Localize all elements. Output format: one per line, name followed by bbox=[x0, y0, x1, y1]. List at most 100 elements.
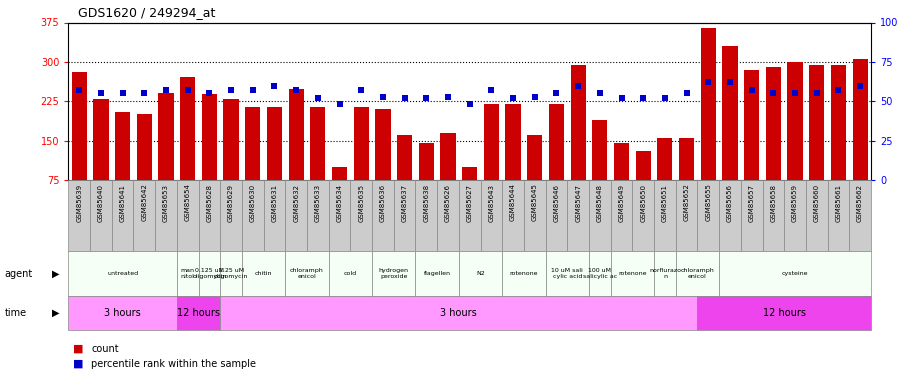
Text: GSM85661: GSM85661 bbox=[834, 184, 841, 222]
Bar bbox=[653, 251, 675, 296]
Bar bbox=[502, 251, 545, 296]
Bar bbox=[523, 180, 545, 251]
Text: GSM85639: GSM85639 bbox=[77, 184, 82, 222]
Text: GSM85630: GSM85630 bbox=[250, 184, 255, 222]
Text: GSM85634: GSM85634 bbox=[336, 184, 343, 222]
Bar bbox=[137, 114, 152, 180]
Bar bbox=[697, 296, 870, 330]
Text: GSM85640: GSM85640 bbox=[97, 184, 104, 222]
Bar bbox=[310, 106, 325, 180]
Bar bbox=[307, 180, 328, 251]
Text: GSM85652: GSM85652 bbox=[683, 184, 689, 221]
Bar bbox=[415, 180, 436, 251]
Bar bbox=[220, 251, 241, 296]
Bar bbox=[480, 180, 502, 251]
Text: 12 hours: 12 hours bbox=[762, 308, 804, 318]
Bar bbox=[483, 104, 498, 180]
Bar bbox=[353, 106, 368, 180]
Bar bbox=[545, 180, 567, 251]
Bar bbox=[657, 138, 671, 180]
Text: GSM85660: GSM85660 bbox=[813, 184, 819, 222]
Bar bbox=[72, 72, 87, 180]
Bar bbox=[328, 251, 372, 296]
Bar bbox=[458, 180, 480, 251]
Bar bbox=[155, 180, 177, 251]
Text: GSM85646: GSM85646 bbox=[553, 184, 558, 222]
Bar bbox=[372, 251, 415, 296]
Text: agent: agent bbox=[5, 269, 33, 279]
Text: chloramph
enicol: chloramph enicol bbox=[680, 268, 713, 279]
Bar bbox=[635, 151, 650, 180]
Text: norflurazo
n: norflurazo n bbox=[649, 268, 681, 279]
Text: GSM85644: GSM85644 bbox=[509, 184, 516, 221]
Bar bbox=[567, 180, 589, 251]
Bar bbox=[159, 93, 173, 180]
Bar bbox=[783, 180, 805, 251]
Bar bbox=[415, 251, 458, 296]
Text: rotenone: rotenone bbox=[618, 271, 646, 276]
Text: GSM85635: GSM85635 bbox=[358, 184, 363, 222]
Bar bbox=[545, 251, 589, 296]
Text: GDS1620 / 249294_at: GDS1620 / 249294_at bbox=[77, 6, 215, 19]
Text: man
nitol: man nitol bbox=[180, 268, 194, 279]
Bar bbox=[848, 180, 870, 251]
Text: GSM85656: GSM85656 bbox=[726, 184, 732, 222]
Bar bbox=[591, 120, 607, 180]
Text: GSM85641: GSM85641 bbox=[119, 184, 126, 222]
Text: GSM85657: GSM85657 bbox=[748, 184, 753, 222]
Bar bbox=[765, 67, 780, 180]
Bar bbox=[527, 135, 542, 180]
Text: GSM85628: GSM85628 bbox=[206, 184, 212, 222]
Text: GSM85650: GSM85650 bbox=[640, 184, 646, 222]
Text: GSM85648: GSM85648 bbox=[596, 184, 602, 222]
Bar bbox=[328, 180, 350, 251]
Bar bbox=[93, 99, 108, 180]
Bar bbox=[610, 180, 631, 251]
Bar bbox=[675, 251, 719, 296]
Bar bbox=[267, 106, 281, 180]
Bar bbox=[548, 104, 563, 180]
Bar bbox=[177, 296, 220, 330]
Text: ■: ■ bbox=[73, 359, 84, 369]
Bar bbox=[458, 251, 502, 296]
Bar bbox=[133, 180, 155, 251]
Text: ■: ■ bbox=[73, 344, 84, 354]
Bar bbox=[808, 64, 824, 180]
Text: GSM85654: GSM85654 bbox=[185, 184, 190, 221]
Bar bbox=[288, 89, 303, 180]
Bar bbox=[372, 180, 394, 251]
Text: GSM85659: GSM85659 bbox=[791, 184, 797, 222]
Bar bbox=[589, 251, 610, 296]
Text: untreated: untreated bbox=[107, 271, 138, 276]
Bar bbox=[177, 180, 199, 251]
Text: chloramph
enicol: chloramph enicol bbox=[290, 268, 323, 279]
Bar bbox=[220, 180, 241, 251]
Text: hydrogen
peroxide: hydrogen peroxide bbox=[378, 268, 408, 279]
Bar bbox=[68, 180, 90, 251]
Bar bbox=[285, 251, 328, 296]
Bar bbox=[805, 180, 826, 251]
Bar bbox=[786, 62, 802, 180]
Text: 10 uM sali
cylic acid: 10 uM sali cylic acid bbox=[551, 268, 582, 279]
Bar bbox=[199, 251, 220, 296]
Text: GSM85649: GSM85649 bbox=[618, 184, 624, 222]
Bar bbox=[263, 180, 285, 251]
Bar bbox=[589, 180, 610, 251]
Bar bbox=[462, 167, 476, 180]
Bar bbox=[722, 46, 737, 180]
Bar bbox=[502, 180, 523, 251]
Text: GSM85643: GSM85643 bbox=[487, 184, 494, 222]
Bar bbox=[570, 64, 585, 180]
Text: 3 hours: 3 hours bbox=[440, 308, 476, 318]
Text: GSM85638: GSM85638 bbox=[423, 184, 429, 222]
Text: chitin: chitin bbox=[254, 271, 272, 276]
Text: 100 uM
salicylic ac: 100 uM salicylic ac bbox=[582, 268, 616, 279]
Text: cold: cold bbox=[343, 271, 356, 276]
Text: GSM85632: GSM85632 bbox=[292, 184, 299, 222]
Bar bbox=[201, 94, 217, 180]
Text: GSM85647: GSM85647 bbox=[575, 184, 580, 222]
Bar bbox=[700, 28, 715, 180]
Text: GSM85655: GSM85655 bbox=[704, 184, 711, 221]
Text: GSM85637: GSM85637 bbox=[401, 184, 407, 222]
Text: time: time bbox=[5, 308, 26, 318]
